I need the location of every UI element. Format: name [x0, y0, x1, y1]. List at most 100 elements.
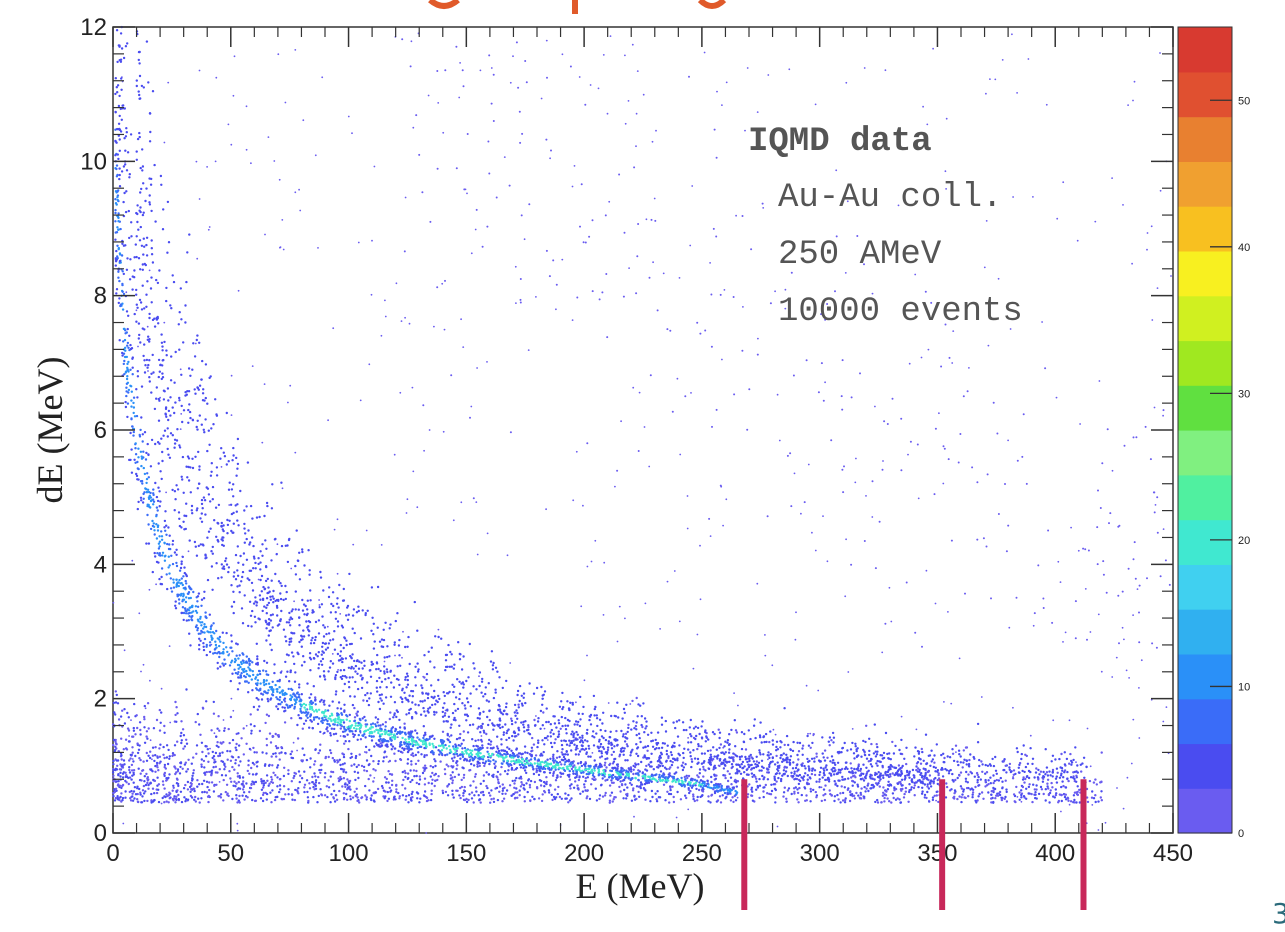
scatter-point [378, 739, 381, 743]
scatter-point [477, 794, 480, 797]
scatter-point [899, 782, 902, 786]
scatter-point [551, 759, 555, 762]
scatter-point [146, 702, 150, 705]
scatter-point [222, 741, 225, 744]
scatter-point [352, 726, 356, 730]
scatter-point [158, 729, 162, 732]
scatter-point [820, 786, 823, 789]
scatter-point [860, 755, 863, 758]
scatter-point [1097, 800, 1100, 803]
scatter-point [354, 729, 357, 733]
scatter-point [718, 795, 722, 798]
scatter-point [987, 344, 990, 347]
scatter-point [390, 743, 393, 746]
scatter-point [686, 783, 689, 786]
scatter-point [321, 721, 324, 725]
scatter-point [513, 797, 517, 800]
scatter-point [554, 759, 557, 762]
scatter-point [172, 586, 176, 589]
scatter-point [511, 751, 515, 755]
scatter-point [1002, 768, 1005, 772]
scatter-point [542, 711, 545, 714]
scatter-point [369, 730, 372, 734]
scatter-point [199, 733, 202, 736]
scatter-point [1005, 800, 1009, 803]
scatter-point [241, 788, 245, 791]
scatter-point [977, 795, 980, 798]
scatter-point [404, 738, 407, 741]
scatter-point [870, 787, 873, 790]
scatter-point [520, 753, 523, 756]
scatter-point [270, 780, 273, 784]
scatter-point [644, 781, 648, 785]
scatter-point [365, 759, 369, 762]
scatter-point [354, 724, 357, 727]
scatter-point [689, 741, 693, 744]
scatter-point [157, 547, 161, 550]
scatter-point [196, 595, 200, 598]
scatter-point [145, 477, 149, 481]
scatter-point [865, 787, 868, 790]
scatter-point [314, 638, 317, 642]
scatter-point [900, 738, 903, 742]
scatter-point [243, 798, 246, 801]
scatter-point [149, 782, 152, 785]
scatter-point [683, 775, 686, 779]
scatter-point [356, 796, 359, 799]
scatter-point [446, 753, 449, 756]
scatter-point [666, 580, 669, 583]
scatter-point [176, 712, 179, 715]
scatter-point [112, 768, 115, 772]
scatter-point [314, 783, 317, 787]
scatter-point [146, 781, 149, 785]
scatter-point [590, 560, 593, 563]
scatter-point [746, 67, 749, 69]
scatter-point [434, 746, 438, 749]
scatter-point [818, 780, 821, 783]
scatter-point [351, 796, 355, 799]
scatter-point [915, 765, 918, 768]
scatter-point [302, 711, 305, 714]
scatter-point [859, 797, 861, 800]
scatter-point [321, 719, 324, 722]
scatter-point [151, 770, 154, 773]
scatter-point [171, 406, 174, 409]
scatter-point [325, 632, 328, 636]
scatter-point [137, 500, 140, 504]
scatter-point [667, 755, 670, 758]
scatter-point [401, 794, 405, 797]
scatter-point [290, 793, 294, 797]
scatter-point [922, 778, 925, 781]
scatter-point [169, 721, 172, 724]
scatter-point [245, 669, 248, 673]
scatter-point [626, 786, 629, 789]
scatter-point [358, 753, 361, 756]
scatter-point [245, 782, 248, 785]
scatter-point [278, 752, 281, 755]
scatter-point [686, 527, 689, 530]
scatter-point [194, 795, 197, 799]
scatter-point [175, 706, 178, 709]
scatter-point [187, 597, 191, 600]
scatter-point [148, 494, 151, 497]
scatter-point [722, 774, 725, 777]
scatter-point [647, 781, 651, 784]
scatter-point [610, 791, 614, 794]
scatter-point [598, 756, 602, 759]
scatter-point [484, 760, 488, 763]
scatter-point [393, 453, 396, 456]
scatter-point [166, 762, 170, 766]
scatter-point [549, 763, 553, 766]
scatter-point [806, 778, 809, 781]
scatter-point [875, 753, 879, 756]
scatter-point [116, 702, 120, 705]
scatter-point [985, 92, 987, 95]
scatter-point [460, 318, 462, 321]
scatter-point [1075, 780, 1078, 783]
scatter-point [679, 453, 682, 456]
scatter-point [501, 800, 504, 803]
scatter-point [486, 532, 489, 535]
scatter-point [697, 788, 701, 792]
scatter-point [406, 762, 409, 765]
scatter-point [898, 798, 901, 801]
